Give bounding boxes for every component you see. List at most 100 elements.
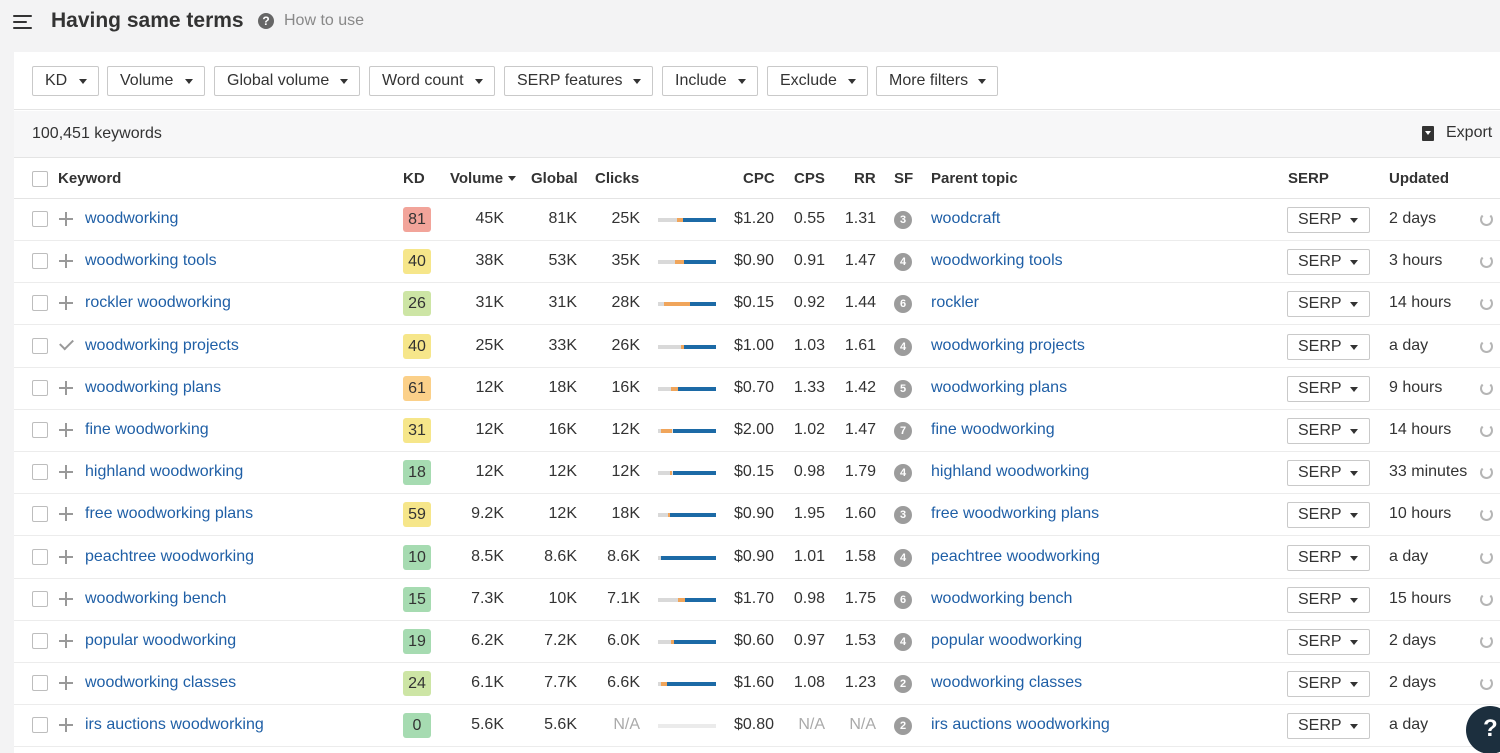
column-keyword[interactable]: Keyword [58, 170, 122, 187]
column-kd[interactable]: KD [403, 170, 425, 187]
column-clicks[interactable]: Clicks [595, 170, 640, 187]
parent-topic-link[interactable]: popular woodworking [931, 632, 1083, 649]
parent-topic-link[interactable]: peachtree woodworking [931, 547, 1100, 565]
serp-dropdown-button[interactable]: SERP [1287, 333, 1370, 360]
row-checkbox[interactable] [32, 633, 48, 649]
filter-include-button[interactable]: Include [662, 66, 758, 96]
serp-dropdown-button[interactable]: SERP [1287, 418, 1370, 444]
serp-features-count[interactable]: 4 [894, 337, 912, 356]
serp-dropdown-button[interactable]: SERP [1287, 629, 1370, 655]
plus-icon[interactable] [59, 423, 73, 437]
filter-kd-button[interactable]: KD [32, 66, 99, 96]
filter-exclude-button[interactable]: Exclude [767, 66, 868, 96]
plus-icon[interactable] [59, 634, 73, 648]
serp-features-count[interactable]: 4 [894, 633, 912, 651]
keyword-link[interactable]: fine woodworking [85, 421, 209, 438]
more-filters-button[interactable]: More filters [876, 66, 998, 96]
refresh-icon[interactable] [1480, 508, 1493, 522]
serp-features-count[interactable]: 2 [894, 675, 912, 694]
keyword-link[interactable]: woodworking tools [85, 252, 217, 270]
column-rr[interactable]: RR [854, 170, 876, 187]
column-updated[interactable]: Updated [1389, 170, 1449, 187]
plus-icon[interactable] [59, 718, 73, 733]
filter-global-volume-button[interactable]: Global volume [214, 66, 360, 96]
column-parent-topic[interactable]: Parent topic [931, 170, 1018, 187]
row-checkbox[interactable] [32, 590, 48, 607]
serp-dropdown-button[interactable]: SERP [1287, 291, 1370, 318]
serp-dropdown-button[interactable]: SERP [1287, 375, 1370, 402]
row-checkbox[interactable] [32, 675, 48, 692]
serp-features-count[interactable]: 4 [894, 253, 912, 272]
keyword-link[interactable]: woodworking classes [85, 674, 237, 692]
check-icon[interactable] [59, 335, 74, 351]
serp-dropdown-button[interactable]: SERP [1287, 460, 1370, 487]
refresh-icon[interactable] [1480, 550, 1493, 564]
plus-icon[interactable] [59, 549, 73, 564]
serp-features-count[interactable]: 3 [894, 506, 912, 525]
column-cps[interactable]: CPS [794, 170, 825, 187]
plus-icon[interactable] [59, 380, 73, 395]
keyword-link[interactable]: popular woodworking [85, 632, 237, 649]
keyword-link[interactable]: highland woodworking [85, 463, 244, 481]
serp-dropdown-button[interactable]: SERP [1287, 713, 1370, 740]
parent-topic-link[interactable]: woodworking plans [931, 378, 1068, 396]
plus-icon[interactable] [59, 591, 73, 606]
row-checkbox[interactable] [32, 337, 48, 354]
row-checkbox[interactable] [32, 464, 48, 481]
serp-dropdown-button[interactable]: SERP [1287, 502, 1370, 529]
row-checkbox[interactable] [32, 506, 48, 523]
plus-icon[interactable] [59, 465, 73, 480]
parent-topic-link[interactable]: free woodworking plans [931, 505, 1100, 523]
serp-dropdown-button[interactable]: SERP [1287, 249, 1370, 276]
row-checkbox[interactable] [32, 253, 48, 270]
how-to-use-link[interactable]: How to use [284, 12, 365, 29]
row-checkbox[interactable] [32, 295, 48, 312]
refresh-icon[interactable] [1480, 424, 1493, 437]
serp-features-count[interactable]: 7 [894, 422, 912, 440]
refresh-icon[interactable] [1480, 592, 1493, 606]
refresh-icon[interactable] [1480, 466, 1493, 480]
parent-topic-link[interactable]: woodworking projects [931, 336, 1085, 354]
filter-volume-button[interactable]: Volume [107, 66, 205, 96]
column-global[interactable]: Global [531, 170, 578, 187]
filter-serp-features-button[interactable]: SERP features [504, 66, 653, 96]
serp-features-count[interactable]: 4 [894, 548, 912, 567]
column-volume[interactable]: Volume [450, 170, 517, 187]
refresh-icon[interactable] [1480, 677, 1493, 691]
refresh-icon[interactable] [1480, 255, 1493, 269]
keyword-link[interactable]: peachtree woodworking [85, 547, 254, 565]
serp-features-count[interactable]: 4 [894, 464, 912, 483]
row-checkbox[interactable] [32, 211, 48, 227]
help-chat-button[interactable]: ? [1466, 706, 1500, 753]
plus-icon[interactable] [59, 212, 73, 226]
filter-word-count-button[interactable]: Word count [369, 66, 495, 96]
keyword-link[interactable]: woodworking [85, 210, 179, 227]
refresh-icon[interactable] [1480, 339, 1493, 353]
serp-dropdown-button[interactable]: SERP [1287, 586, 1370, 613]
refresh-icon[interactable] [1480, 213, 1493, 226]
row-checkbox[interactable] [32, 548, 48, 565]
plus-icon[interactable] [59, 507, 73, 522]
parent-topic-link[interactable]: rockler [931, 294, 980, 312]
parent-topic-link[interactable]: irs auctions woodworking [931, 716, 1110, 734]
row-checkbox[interactable] [32, 379, 48, 396]
parent-topic-link[interactable]: woodworking bench [931, 589, 1073, 607]
refresh-icon[interactable] [1480, 635, 1493, 648]
export-icon[interactable] [1422, 126, 1434, 141]
serp-features-count[interactable]: 3 [894, 211, 912, 229]
serp-features-count[interactable]: 5 [894, 379, 912, 398]
export-button[interactable]: Export [1446, 124, 1493, 141]
column-cpc[interactable]: CPC [743, 170, 775, 187]
keyword-link[interactable]: woodworking projects [85, 336, 239, 354]
parent-topic-link[interactable]: woodcraft [931, 210, 1001, 227]
plus-icon[interactable] [59, 254, 73, 269]
parent-topic-link[interactable]: highland woodworking [931, 463, 1090, 481]
refresh-icon[interactable] [1480, 297, 1493, 311]
serp-features-count[interactable]: 2 [894, 717, 912, 736]
row-checkbox[interactable] [32, 717, 48, 734]
keyword-link[interactable]: irs auctions woodworking [85, 716, 264, 734]
parent-topic-link[interactable]: fine woodworking [931, 421, 1055, 438]
keyword-link[interactable]: woodworking bench [85, 589, 227, 607]
serp-dropdown-button[interactable]: SERP [1287, 671, 1370, 698]
serp-features-count[interactable]: 6 [894, 295, 912, 314]
